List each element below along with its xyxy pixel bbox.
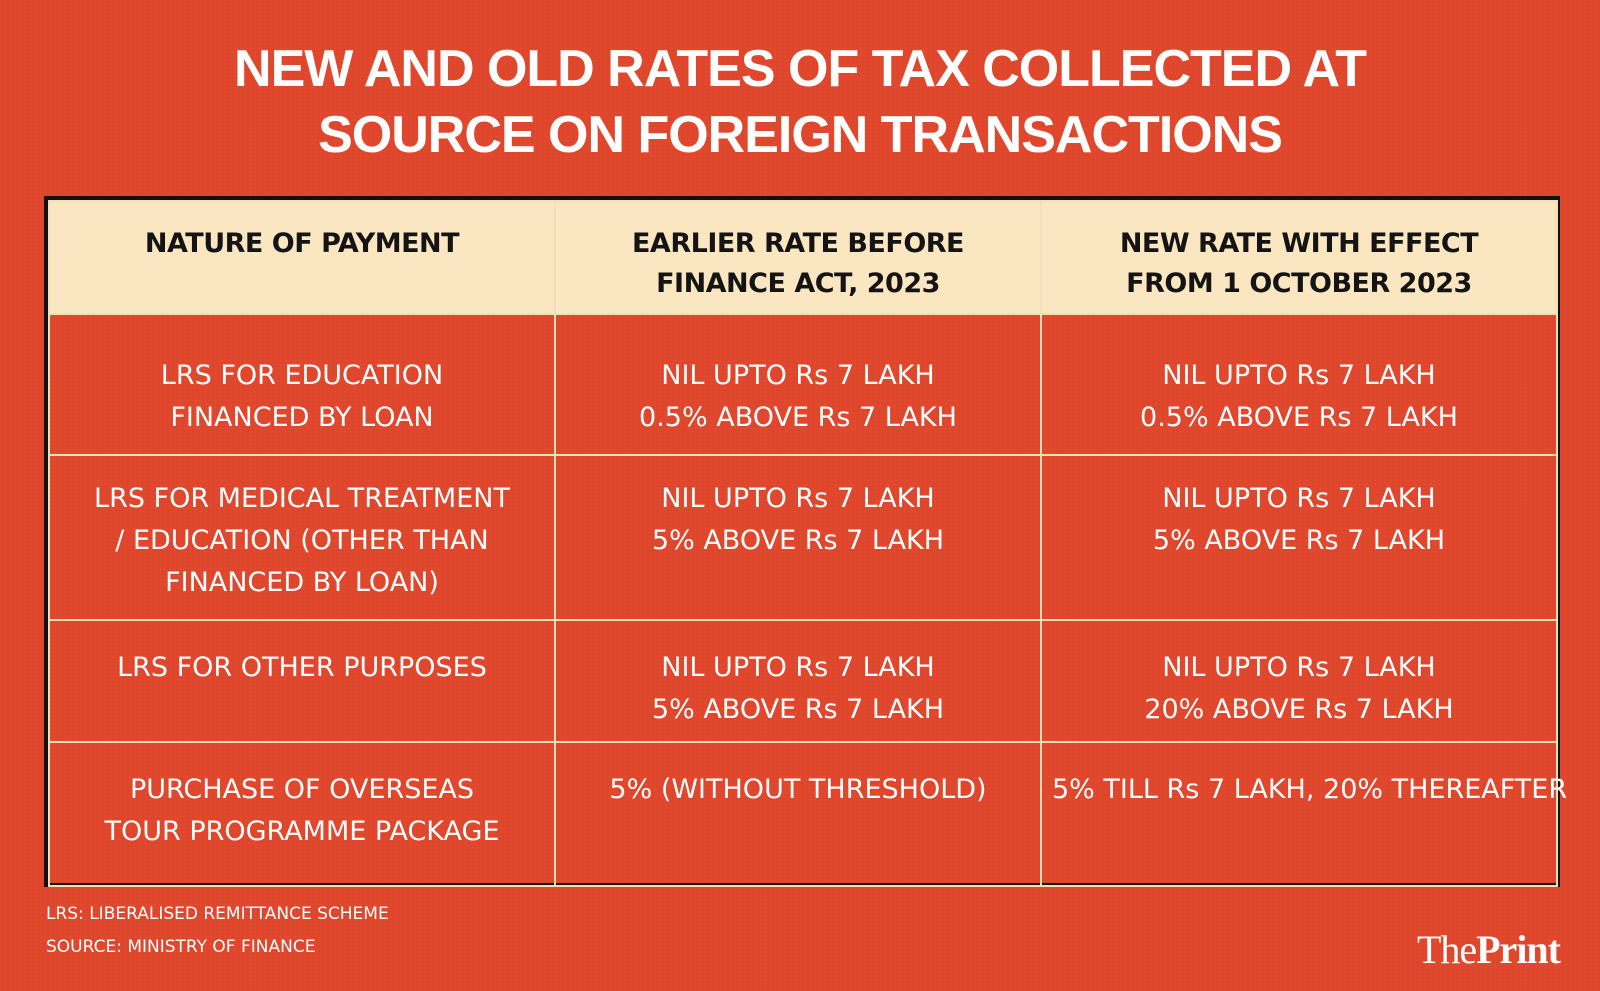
cell-text: FINANCED BY LOAN xyxy=(170,402,434,433)
cell-text: 5% ABOVE Rs 7 LAKH xyxy=(651,525,945,556)
cell-new-rate: 5% TILL Rs 7 LAKH, 20% THEREAFTER xyxy=(1040,741,1568,887)
title-line-1: NEW AND OLD RATES OF TAX COLLECTED AT xyxy=(234,40,1367,98)
cell-text: FINANCED BY LOAN) xyxy=(165,567,439,598)
cell-text: NIL UPTO Rs 7 LAKH xyxy=(1162,483,1436,514)
header-earlier-rate: EARLIER RATE BEFORE FINANCE ACT, 2023 xyxy=(554,200,1042,315)
header-text: EARLIER RATE BEFORE xyxy=(631,228,965,259)
logo-print: Print xyxy=(1476,927,1561,972)
header-new-rate: NEW RATE WITH EFFECT FROM 1 OCTOBER 2023 xyxy=(1040,200,1558,315)
table-row: LRS FOR OTHER PURPOSES NIL UPTO Rs 7 LAK… xyxy=(48,619,1558,743)
cell-text: 5% ABOVE Rs 7 LAKH xyxy=(651,694,945,725)
table-row: PURCHASE OF OVERSEAS TOUR PROGRAMME PACK… xyxy=(48,741,1568,887)
header-text: NATURE OF PAYMENT xyxy=(144,228,460,259)
cell-text: PURCHASE OF OVERSEAS xyxy=(129,774,475,805)
cell-text: NIL UPTO Rs 7 LAKH xyxy=(661,483,935,514)
cell-text: LRS FOR EDUCATION xyxy=(160,360,444,391)
cell-text: NIL UPTO Rs 7 LAKH xyxy=(1162,360,1436,391)
cell-new-rate: NIL UPTO Rs 7 LAKH 5% ABOVE Rs 7 LAKH xyxy=(1040,454,1558,621)
table-row: LRS FOR EDUCATION FINANCED BY LOAN NIL U… xyxy=(48,313,1558,456)
cell-earlier-rate: NIL UPTO Rs 7 LAKH 5% ABOVE Rs 7 LAKH xyxy=(554,454,1042,621)
cell-nature: PURCHASE OF OVERSEAS TOUR PROGRAMME PACK… xyxy=(48,741,556,887)
cell-text: 0.5% ABOVE Rs 7 LAKH xyxy=(639,402,957,433)
footnote-lrs-definition: LRS: LIBERALISED REMITTANCE SCHEME xyxy=(46,904,389,924)
cell-text: LRS FOR OTHER PURPOSES xyxy=(117,652,487,683)
cell-earlier-rate: NIL UPTO Rs 7 LAKH 0.5% ABOVE Rs 7 LAKH xyxy=(554,313,1042,456)
cell-text: NIL UPTO Rs 7 LAKH xyxy=(661,652,935,683)
header-nature-of-payment: NATURE OF PAYMENT xyxy=(48,200,556,315)
footnotes: LRS: LIBERALISED REMITTANCE SCHEME SOURC… xyxy=(46,898,389,964)
cell-new-rate: NIL UPTO Rs 7 LAKH 0.5% ABOVE Rs 7 LAKH xyxy=(1040,313,1558,456)
footnote-source: SOURCE: MINISTRY OF FINANCE xyxy=(46,937,316,957)
cell-text: 5% (WITHOUT THRESHOLD) xyxy=(609,774,987,805)
cell-text: 20% ABOVE Rs 7 LAKH xyxy=(1144,694,1454,725)
tcs-rates-table-frame: NATURE OF PAYMENT EARLIER RATE BEFORE FI… xyxy=(44,196,1568,887)
cell-text: NIL UPTO Rs 7 LAKH xyxy=(661,360,935,391)
logo-the: The xyxy=(1416,927,1477,972)
cell-nature: LRS FOR OTHER PURPOSES xyxy=(48,619,556,743)
cell-text: 5% TILL Rs 7 LAKH, 20% THEREAFTER xyxy=(1052,774,1568,805)
cell-earlier-rate: NIL UPTO Rs 7 LAKH 5% ABOVE Rs 7 LAKH xyxy=(554,619,1042,743)
cell-text: NIL UPTO Rs 7 LAKH xyxy=(1162,652,1436,683)
cell-text: 0.5% ABOVE Rs 7 LAKH xyxy=(1140,402,1458,433)
cell-nature: LRS FOR EDUCATION FINANCED BY LOAN xyxy=(48,313,556,456)
cell-text: TOUR PROGRAMME PACKAGE xyxy=(104,816,500,847)
theprint-logo: ThePrint xyxy=(1416,927,1561,972)
tcs-rates-table: NATURE OF PAYMENT EARLIER RATE BEFORE FI… xyxy=(48,200,1568,887)
header-text: FROM 1 OCTOBER 2023 xyxy=(1126,268,1472,299)
cell-text: LRS FOR MEDICAL TREATMENT xyxy=(94,483,510,514)
cell-text: 5% ABOVE Rs 7 LAKH xyxy=(1152,525,1446,556)
cell-text: / EDUCATION (OTHER THAN xyxy=(115,525,489,556)
table-row: LRS FOR MEDICAL TREATMENT / EDUCATION (O… xyxy=(48,454,1558,621)
cell-nature: LRS FOR MEDICAL TREATMENT / EDUCATION (O… xyxy=(48,454,556,621)
cell-new-rate: NIL UPTO Rs 7 LAKH 20% ABOVE Rs 7 LAKH xyxy=(1040,619,1558,743)
header-text: NEW RATE WITH EFFECT xyxy=(1119,228,1479,259)
header-text: FINANCE ACT, 2023 xyxy=(656,268,940,299)
page-title: NEW AND OLD RATES OF TAX COLLECTED AT SO… xyxy=(0,36,1600,168)
cell-earlier-rate: 5% (WITHOUT THRESHOLD) xyxy=(554,741,1042,887)
title-line-2: SOURCE ON FOREIGN TRANSACTIONS xyxy=(318,106,1283,164)
table-header-row: NATURE OF PAYMENT EARLIER RATE BEFORE FI… xyxy=(48,200,1558,315)
